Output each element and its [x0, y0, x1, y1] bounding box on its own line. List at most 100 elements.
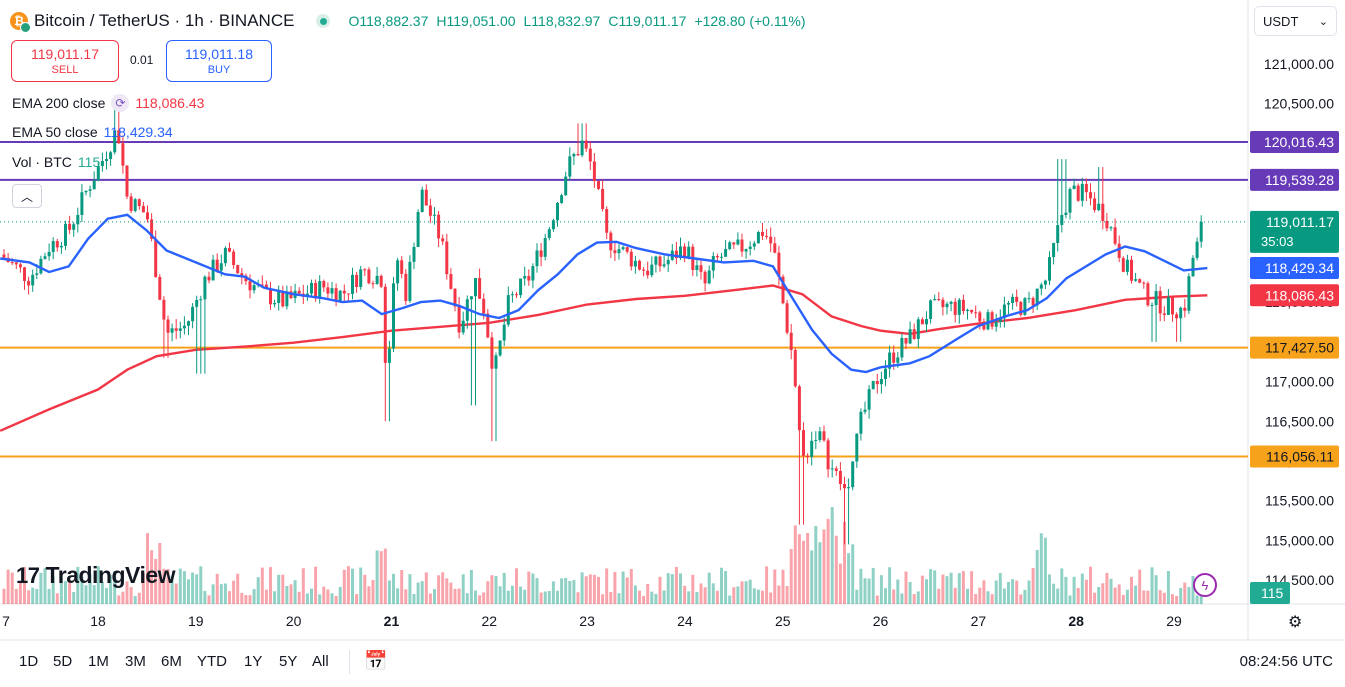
volume-bar — [715, 590, 719, 604]
volume-bar — [929, 569, 933, 604]
candle-body — [847, 487, 851, 489]
candle-body — [269, 288, 272, 305]
volume-bar — [408, 574, 412, 604]
volume-bar — [478, 595, 482, 604]
ohlc-open: O118,882.37 — [348, 13, 429, 29]
volume-bar — [1064, 576, 1068, 604]
candle-body — [748, 246, 752, 250]
volume-bar — [986, 591, 990, 604]
volume-bar — [293, 580, 297, 604]
candle-body — [1043, 280, 1047, 285]
volume-bar — [892, 589, 896, 604]
volume-bar — [277, 574, 281, 604]
volume-bar — [117, 595, 121, 604]
volume-bar — [371, 580, 375, 604]
timeframe-6m[interactable]: 6M — [161, 653, 182, 670]
volume-bar — [76, 566, 80, 604]
candle-body — [494, 355, 498, 369]
symbol-title[interactable]: Bitcoin / TetherUS · 1h · BINANCE — [34, 11, 295, 30]
volume-bar — [482, 592, 486, 604]
candle-body — [76, 214, 80, 225]
timeframe-5d[interactable]: 5D — [53, 653, 73, 670]
volume-bar — [888, 567, 892, 604]
market-open-icon — [316, 14, 331, 28]
candle-body — [916, 319, 920, 339]
volume-bar — [232, 580, 236, 604]
volume-bar — [933, 570, 937, 604]
candle-body — [765, 235, 769, 237]
volume-bar — [1171, 594, 1174, 604]
candle-body — [182, 325, 186, 329]
gear-icon[interactable]: ⚙ — [1288, 614, 1303, 631]
currency-select[interactable]: USDT ⌄ — [1254, 6, 1337, 36]
candle-body — [1056, 225, 1060, 243]
candle-body — [1179, 307, 1183, 319]
lightning-icon[interactable]: ϟ — [1193, 573, 1217, 597]
candle-body — [264, 284, 268, 289]
timeframe-5y[interactable]: 5Y — [279, 653, 298, 670]
tradingview-logo[interactable]: 17 TradingView — [16, 562, 176, 589]
candle-body — [1105, 220, 1109, 229]
volume-bar — [441, 572, 445, 604]
volume-bar — [564, 577, 568, 604]
utc-clock[interactable]: 08:24:56 UTC — [1239, 653, 1333, 670]
volume-bar — [182, 571, 186, 604]
time-tick-label: 23 — [579, 613, 595, 629]
candle-body — [117, 130, 121, 144]
volume-bar — [797, 534, 801, 604]
time-axis[interactable]: 7 18 19 20 21 22 23 24 25 26 27 28 29 — [2, 613, 1182, 629]
candle-body — [121, 143, 125, 166]
volume-bar — [1101, 583, 1105, 604]
timeframe-1d[interactable]: 1D — [19, 653, 39, 670]
legend-volume[interactable]: Vol · BTC 115 — [12, 154, 100, 170]
candle-body — [129, 196, 133, 211]
collapse-legend-button[interactable]: ︿ — [12, 184, 42, 208]
candle-body — [400, 260, 404, 274]
volume-bar — [539, 592, 543, 604]
candle-body — [515, 294, 518, 296]
brand-name: TradingView — [45, 562, 176, 588]
timeframe-all[interactable]: All — [312, 653, 329, 670]
candle-body — [888, 352, 892, 369]
volume-bar — [1072, 576, 1076, 604]
timeframe-3m[interactable]: 3M — [125, 653, 146, 670]
candle-body — [674, 250, 678, 259]
symbol-header[interactable]: ₿ Bitcoin / TetherUS · 1h · BINANCE O118… — [10, 8, 806, 34]
candle-body — [843, 484, 846, 489]
volume-bar — [1121, 594, 1125, 604]
candle-body — [543, 238, 547, 257]
price-tag-label: 116,056.11 — [1266, 449, 1334, 465]
volume-bar — [900, 593, 904, 604]
time-tick-label: 7 — [2, 613, 10, 629]
candle-body — [35, 273, 39, 275]
volume-bar — [72, 592, 76, 604]
legend-ema200[interactable]: EMA 200 close ⟳ 118,086.43 — [12, 94, 204, 112]
date-range-icon[interactable]: 📅 — [364, 651, 388, 672]
volume-bar — [174, 583, 178, 604]
volume-bar — [916, 591, 920, 604]
candle-body — [613, 250, 617, 254]
timeframe-ytd[interactable]: YTD — [197, 653, 227, 670]
volume-bar — [547, 591, 551, 604]
candle-body — [830, 468, 834, 470]
price-axis-tag — [1250, 210, 1339, 253]
candle-body — [699, 265, 703, 272]
volume-bar — [658, 576, 662, 604]
volume-bar — [1052, 583, 1056, 604]
buy-button[interactable]: 119,011.18 BUY — [166, 40, 272, 82]
price-tag-bg — [1250, 257, 1339, 280]
volume-bar — [810, 550, 814, 604]
horizontal-lines[interactable] — [0, 140, 1248, 458]
candle-body — [806, 455, 810, 458]
timeframe-1y[interactable]: 1Y — [244, 653, 263, 670]
timeframe-1m[interactable]: 1M — [88, 653, 109, 670]
candle-body — [1039, 284, 1043, 289]
candle-body — [1035, 288, 1039, 306]
candle-body — [1199, 221, 1203, 242]
volume-bar — [863, 578, 867, 604]
sell-button[interactable]: 119,011.17 SELL — [11, 40, 119, 82]
legend-ema50[interactable]: EMA 50 close 118,429.34 — [12, 124, 173, 140]
volume-bar — [970, 571, 974, 604]
candle-body — [756, 232, 760, 244]
